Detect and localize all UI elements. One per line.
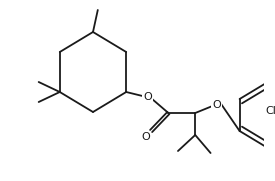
Text: O: O xyxy=(141,132,150,142)
Text: Cl: Cl xyxy=(266,106,275,116)
Text: O: O xyxy=(212,100,221,110)
Text: O: O xyxy=(143,92,152,102)
